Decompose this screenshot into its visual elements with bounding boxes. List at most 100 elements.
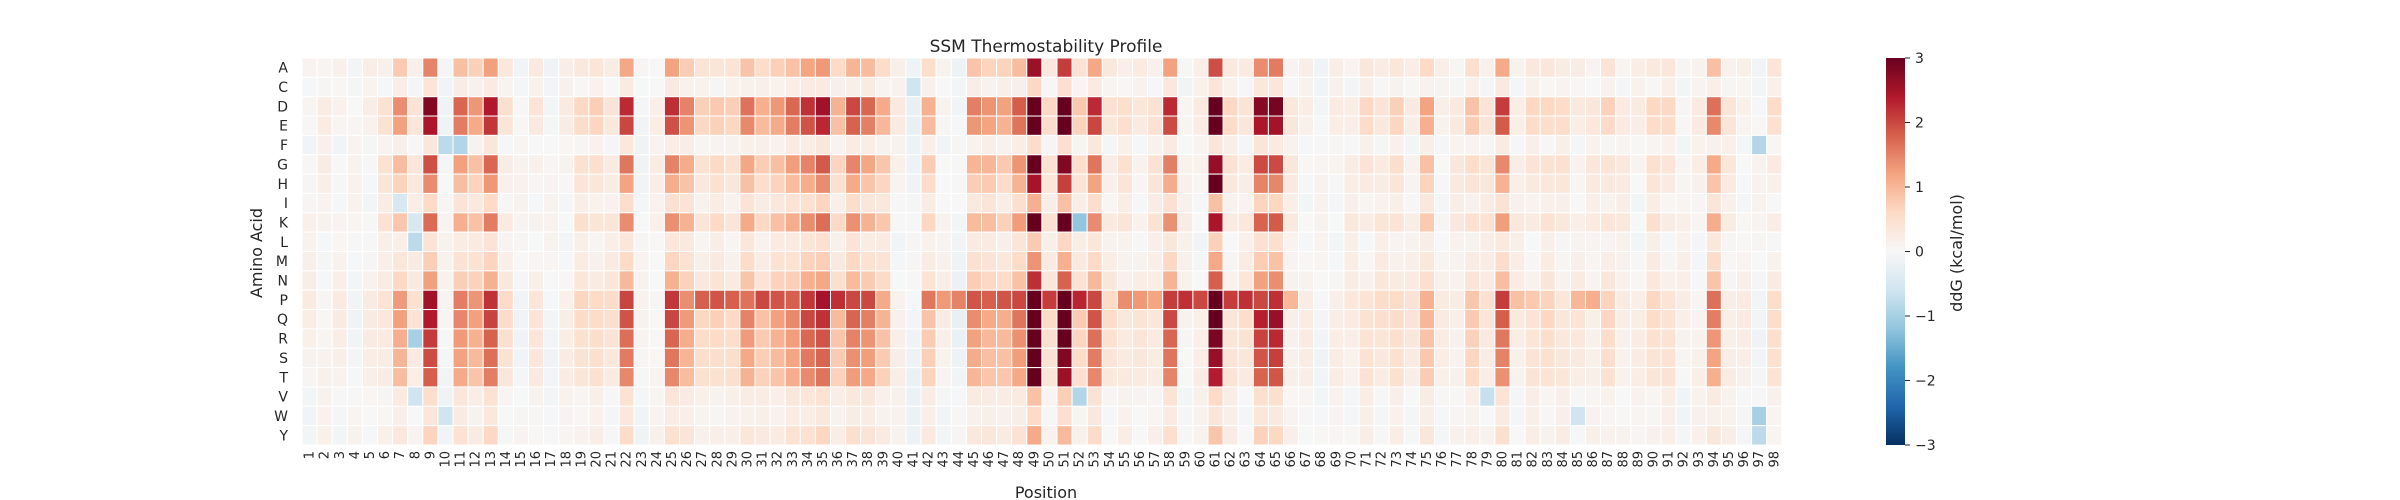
heatmap-cell <box>799 173 816 194</box>
heatmap-cell <box>1056 270 1073 291</box>
y-tick-label: K <box>279 216 289 232</box>
heatmap-cell <box>1328 386 1345 407</box>
x-tick-label: 75 <box>1420 451 1435 468</box>
heatmap-cell <box>694 405 711 427</box>
heatmap-cell <box>920 57 937 78</box>
heatmap-cell <box>845 134 862 156</box>
heatmap-cell <box>724 425 741 446</box>
heatmap-cell <box>407 231 424 252</box>
x-tick-label: 56 <box>1133 451 1148 468</box>
heatmap-cell <box>392 425 409 446</box>
heatmap-cell <box>784 96 801 117</box>
heatmap-cell <box>346 173 363 194</box>
heatmap-cell <box>890 309 907 330</box>
heatmap-cell <box>1283 231 1300 252</box>
heatmap-cell <box>1736 251 1753 272</box>
heatmap-cell <box>1358 386 1375 407</box>
heatmap-cell <box>1283 309 1300 330</box>
heatmap-cell <box>1449 289 1466 311</box>
heatmap-cell <box>1660 386 1677 407</box>
heatmap-cell <box>1132 115 1149 136</box>
heatmap-cell <box>1237 386 1254 407</box>
heatmap-cell <box>1630 192 1647 214</box>
heatmap-cell <box>1434 405 1451 427</box>
heatmap-cell <box>709 367 726 388</box>
heatmap-cell <box>799 405 816 427</box>
y-tick-label: S <box>279 351 288 367</box>
heatmap-cell <box>407 405 424 427</box>
heatmap-cell <box>603 270 620 291</box>
heatmap-cell <box>1086 270 1103 291</box>
heatmap-cell <box>1690 270 1707 291</box>
x-tick-label: 43 <box>937 451 952 468</box>
heatmap-cell <box>422 386 439 407</box>
heatmap-cell <box>1494 405 1511 427</box>
heatmap-cell <box>1313 386 1330 407</box>
heatmap-cell <box>920 96 937 117</box>
heatmap-cell <box>1207 367 1224 388</box>
heatmap-cell <box>361 76 378 98</box>
heatmap-cell <box>1615 115 1632 136</box>
heatmap-cell <box>1237 154 1254 175</box>
heatmap-cell <box>965 328 983 349</box>
heatmap-cell <box>1403 96 1420 117</box>
heatmap-cell <box>1569 154 1587 175</box>
heatmap-cell <box>361 96 378 117</box>
heatmap-cell <box>950 115 967 136</box>
heatmap-cell <box>1026 309 1043 330</box>
heatmap-cell <box>528 367 545 388</box>
x-tick-label: 82 <box>1526 451 1541 468</box>
heatmap-cell <box>1298 289 1315 311</box>
heatmap-cell <box>754 309 771 330</box>
x-tick-label: 51 <box>1058 451 1073 468</box>
heatmap-cell <box>558 134 575 156</box>
heatmap-cell <box>950 405 967 427</box>
heatmap-cell <box>754 115 771 136</box>
x-tick-label: 66 <box>1284 451 1299 468</box>
heatmap-cell <box>1011 425 1028 446</box>
heatmap-cell <box>724 270 741 291</box>
heatmap-cell <box>769 270 786 291</box>
heatmap-cell <box>1298 270 1315 291</box>
heatmap-cell <box>1192 251 1209 272</box>
heatmap-cell <box>875 289 892 311</box>
heatmap-cell <box>1267 76 1285 98</box>
heatmap-cell <box>1418 270 1436 291</box>
heatmap-cell <box>739 386 756 407</box>
heatmap-cell <box>512 328 530 349</box>
heatmap-cell <box>1630 425 1647 446</box>
heatmap-cell <box>512 251 530 272</box>
heatmap-cell <box>1132 405 1149 427</box>
heatmap-cell <box>346 212 363 233</box>
heatmap-cell <box>965 425 983 446</box>
heatmap-cell <box>618 96 635 117</box>
heatmap-cell <box>437 173 454 194</box>
heatmap-cell <box>301 251 318 272</box>
heatmap-cell <box>1358 289 1375 311</box>
heatmap-cell <box>452 96 469 117</box>
heatmap-cell <box>845 192 862 214</box>
heatmap-cell <box>1766 231 1783 252</box>
heatmap-cell <box>603 251 620 272</box>
heatmap-cell <box>1660 328 1677 349</box>
heatmap-cell <box>1494 154 1511 175</box>
heatmap-cell <box>1192 328 1209 349</box>
heatmap-cell <box>754 154 771 175</box>
heatmap-cell <box>392 231 409 252</box>
heatmap-cell <box>950 328 967 349</box>
heatmap-cell <box>920 76 937 98</box>
heatmap-cell <box>1267 251 1285 272</box>
heatmap-cell <box>422 251 439 272</box>
heatmap-cell <box>1147 134 1164 156</box>
heatmap-cell <box>965 57 983 78</box>
heatmap-cell <box>301 347 318 369</box>
heatmap-cell <box>1675 192 1692 214</box>
heatmap-cell <box>1086 309 1103 330</box>
heatmap-cell <box>1358 270 1375 291</box>
heatmap-cell <box>1011 270 1028 291</box>
heatmap-cell <box>407 289 424 311</box>
heatmap-cell <box>1403 270 1420 291</box>
heatmap-cell <box>1313 367 1330 388</box>
heatmap-cell <box>1207 173 1224 194</box>
heatmap-cell <box>935 289 952 311</box>
